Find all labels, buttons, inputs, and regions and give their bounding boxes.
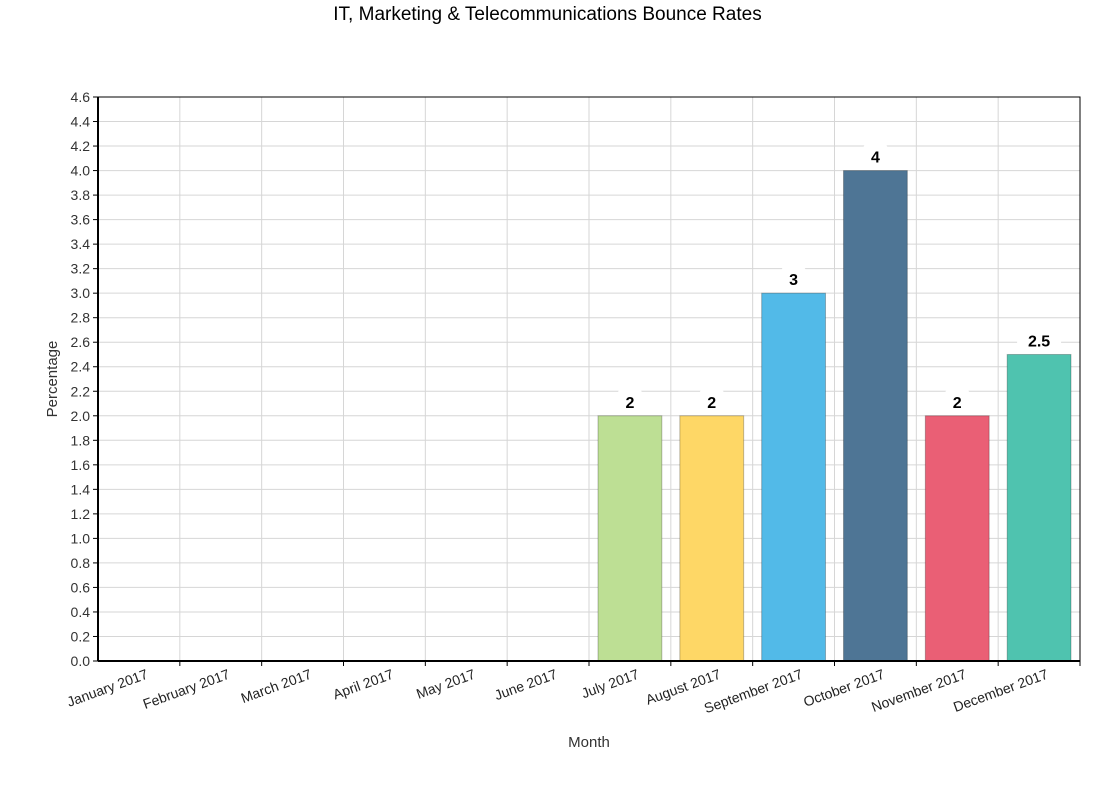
y-tick-label: 2.6 [71,334,91,350]
data-label-bg [617,389,642,414]
data-label: 2 [625,395,634,412]
y-tick-label: 0.6 [71,579,91,595]
data-label-bg [1017,328,1062,353]
x-tick-label: May 2017 [414,666,477,702]
data-label-bg [945,389,970,414]
y-tick-label: 1.2 [71,506,91,522]
y-tick-label: 3.4 [71,236,91,252]
y-tick-label: 1.4 [71,481,91,497]
x-tick-label: April 2017 [331,666,396,703]
y-tick-label: 4.6 [71,89,91,105]
bar[interactable] [761,292,826,662]
data-labels: 2 2 3 4 2 2.5 [617,144,1062,414]
y-tick-label: 3.6 [71,212,91,228]
data-label-bg [781,267,806,292]
y-tick-label: 1.6 [71,457,91,473]
bar[interactable] [597,415,663,662]
y-tick-label: 3.2 [71,261,91,277]
x-tick-label: December 2017 [951,666,1050,715]
y-axis-label: Percentage [44,341,61,418]
y-tick-label: 0.2 [71,628,91,644]
y-tick-label: 0.8 [71,555,91,571]
y-tick-label: 1.0 [71,530,91,546]
data-label: 3 [789,272,798,289]
y-tick-label: 4.4 [71,114,91,130]
x-tick-label: June 2017 [492,666,559,703]
y-tick-label: 1.8 [71,432,91,448]
data-label: 2 [707,395,716,412]
bar[interactable] [679,415,745,662]
bar[interactable] [1006,353,1072,662]
bar[interactable] [843,170,908,662]
data-label-bg [863,144,888,169]
y-tick-label: 2.8 [71,310,91,326]
data-label: 2 [953,395,962,412]
x-tick-label: February 2017 [141,666,232,712]
x-tick-label: January 2017 [65,666,150,710]
y-tick-label: 2.4 [71,359,91,375]
x-tick-label: July 2017 [579,666,641,702]
y-tick-label: 2.2 [71,383,91,399]
grid [98,96,1080,662]
x-axis-label: Month [568,734,610,751]
x-tick-label: March 2017 [239,666,314,706]
data-label: 4 [871,150,880,167]
chart-title: IT, Marketing & Telecommunications Bounc… [333,4,762,25]
y-tick-label: 0.0 [71,653,91,669]
y-tick-label: 3.0 [71,285,91,301]
data-label: 2.5 [1028,333,1050,350]
y-tick-label: 2.0 [71,408,91,424]
data-label-bg [699,389,724,414]
bar[interactable] [924,415,990,662]
y-tick-label: 4.0 [71,163,91,179]
y-tick-label: 3.8 [71,187,91,203]
y-ticks: 0.0 0.2 0.4 0.6 0.8 1.0 1.2 1.4 1.6 1.8 2.0 2.2 2.4 2… [71,89,98,669]
y-tick-label: 4.2 [71,138,91,154]
y-tick-label: 0.4 [71,604,91,620]
bars [597,170,1072,662]
